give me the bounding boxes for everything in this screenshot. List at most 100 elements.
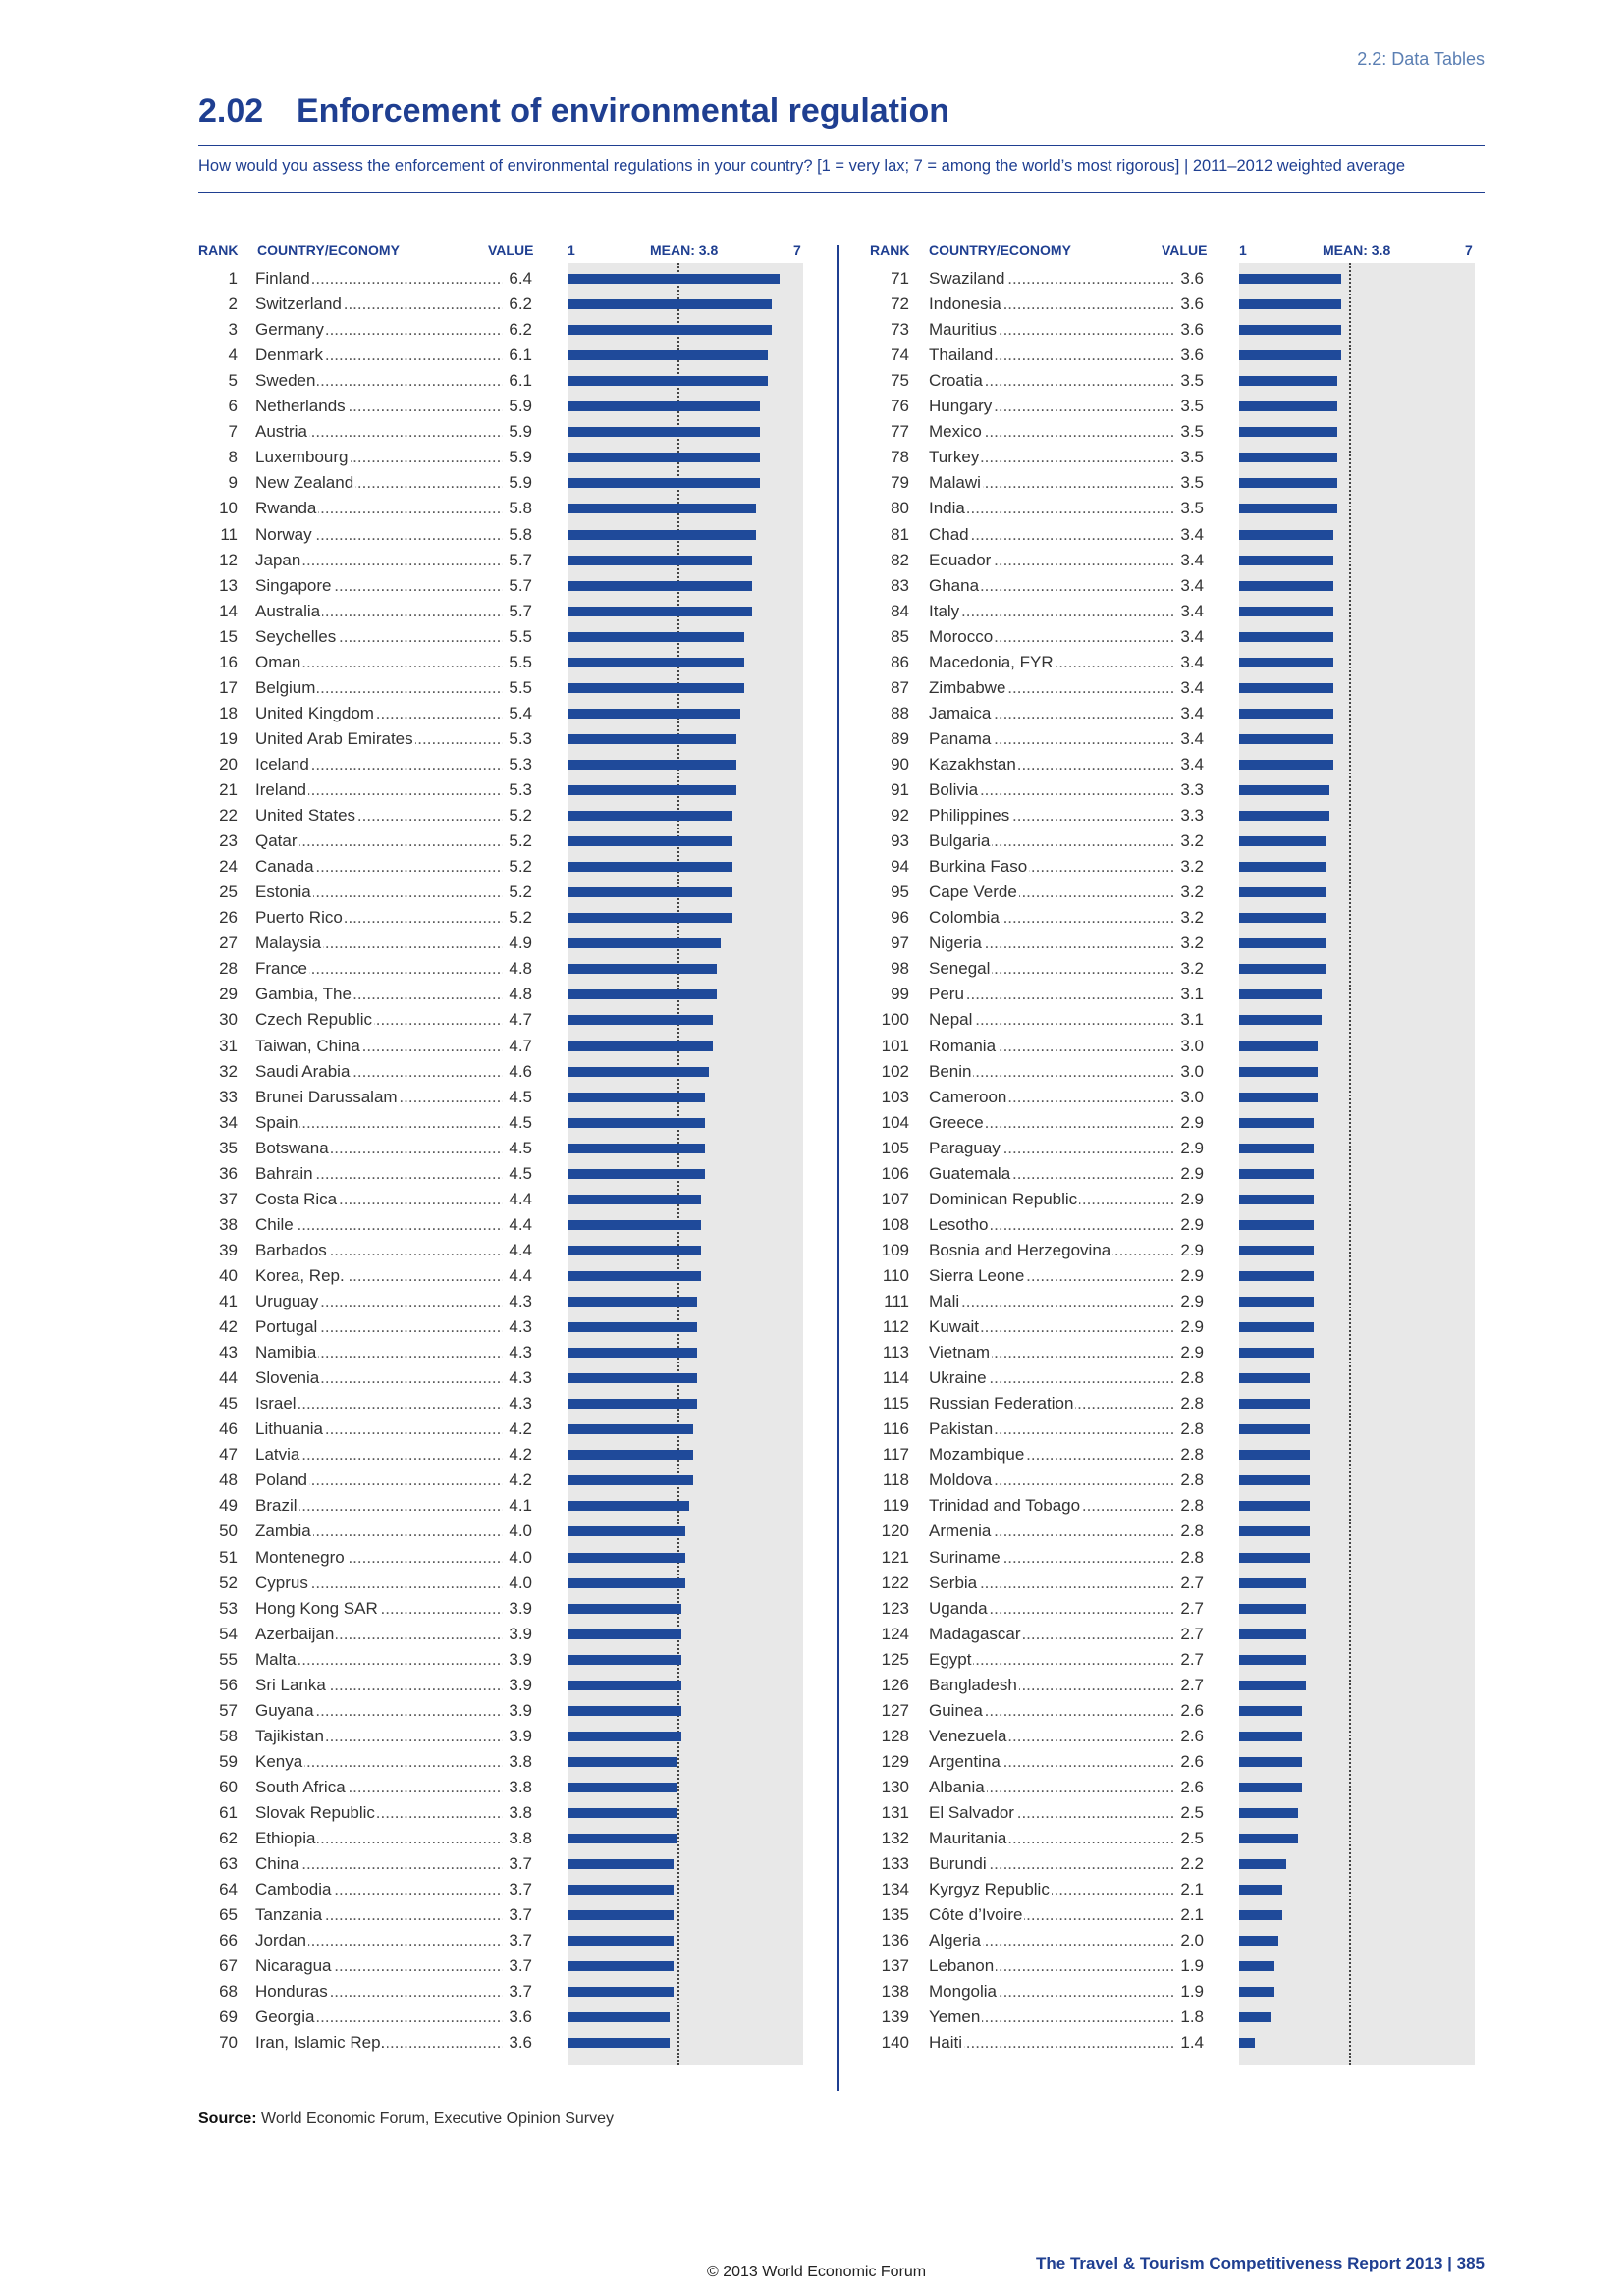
rank-cell: 79 (891, 473, 909, 493)
value-bar (1239, 1629, 1306, 1639)
rank-cell: 72 (891, 294, 909, 314)
leader-dots: ........................................… (255, 524, 505, 544)
value-bar (1239, 657, 1333, 667)
rank-cell: 45 (219, 1394, 238, 1414)
subtitle: How would you assess the enforcement of … (198, 157, 1406, 175)
value-cell: 5.7 (503, 550, 532, 570)
value-bar (1239, 1885, 1282, 1896)
value-cell: 2.6 (1174, 1777, 1204, 1797)
value-bar (568, 453, 760, 463)
country-name: Pakistan (929, 1419, 996, 1440)
rank-cell: 9 (228, 473, 238, 493)
country-name: Spain (255, 1112, 300, 1133)
rank-cell: 11 (220, 524, 238, 544)
value-bar (1239, 631, 1333, 642)
value-cell: 2.9 (1174, 1265, 1204, 1286)
value-bar (1239, 733, 1333, 744)
value-bar (1239, 1961, 1274, 1972)
rank-cell: 29 (219, 985, 238, 1004)
value-cell: 2.7 (1174, 1649, 1204, 1670)
rank-cell: 98 (891, 959, 909, 979)
value-bar (1239, 1399, 1310, 1410)
country-name: Uganda (929, 1598, 990, 1619)
country-name: Ghana (929, 575, 982, 596)
value-bar (1239, 606, 1333, 616)
country-name: Taiwan, China (255, 1036, 362, 1056)
value-cell: 5.3 (503, 780, 532, 800)
rank-cell: 129 (881, 1751, 909, 1771)
value-bar (1239, 811, 1329, 822)
value-bar (568, 1577, 685, 1588)
country-name: Suriname (929, 1547, 1002, 1568)
value-bar (568, 1859, 674, 1870)
rank-cell: 30 (219, 1010, 238, 1030)
value-bar (568, 1117, 705, 1128)
value-bar (1239, 1066, 1318, 1077)
country-name: Norway (255, 524, 314, 545)
rank-cell: 119 (882, 1496, 909, 1516)
country-name: Italy (929, 601, 962, 621)
value-bar (1239, 1194, 1314, 1204)
country-name: Colombia (929, 908, 1001, 929)
rank-cell: 25 (219, 882, 238, 902)
value-bar (568, 1219, 701, 1230)
leader-dots: ........................................… (929, 2033, 1176, 2053)
value-bar (1239, 1501, 1310, 1512)
rank-cell: 34 (219, 1112, 238, 1132)
leader-dots: ........................................… (255, 1700, 505, 1720)
rank-cell: 35 (219, 1138, 238, 1157)
country-name: Portugal (255, 1317, 320, 1338)
value-cell: 3.2 (1174, 882, 1204, 903)
value-bar (1239, 529, 1333, 540)
value-bar (1239, 1756, 1302, 1767)
value-bar (1239, 1373, 1310, 1384)
value-cell: 2.5 (1174, 1803, 1204, 1823)
value-bar (568, 478, 760, 489)
leader-dots: ........................................… (929, 1777, 1176, 1796)
value-bar (568, 1705, 681, 1716)
value-cell: 5.9 (503, 473, 532, 494)
value-bar (568, 1552, 685, 1563)
leader-dots: ........................................… (255, 1522, 505, 1541)
value-cell: 3.0 (1174, 1061, 1204, 1082)
country-name: Oman (255, 652, 303, 672)
value-bar (568, 1731, 681, 1741)
value-cell: 3.7 (503, 1931, 532, 1951)
leader-dots: ........................................… (255, 831, 505, 851)
value-cell: 1.8 (1174, 2007, 1204, 2028)
value-cell: 4.2 (503, 1445, 532, 1466)
rank-cell: 54 (219, 1624, 238, 1643)
leader-dots: ........................................… (255, 1931, 505, 1950)
value-cell: 5.3 (503, 728, 532, 749)
country-name: Sweden (255, 371, 318, 392)
value-cell: 2.7 (1174, 1675, 1204, 1695)
value-cell: 3.9 (503, 1649, 532, 1670)
rank-cell: 140 (881, 2033, 909, 2053)
header-scale-max-left: 7 (793, 242, 801, 258)
value-bar (568, 350, 768, 361)
value-bar (568, 1987, 674, 1998)
header-rank-left: RANK (198, 242, 239, 258)
country-name: Germany (255, 320, 326, 341)
country-name: France (255, 959, 309, 980)
rank-cell: 66 (219, 1931, 238, 1950)
rank-cell: 38 (219, 1214, 238, 1234)
rank-cell: 125 (881, 1649, 909, 1669)
rank-cell: 93 (891, 831, 909, 851)
value-cell: 4.3 (503, 1317, 532, 1338)
header-scale-min-left: 1 (568, 242, 575, 258)
value-bar (1239, 427, 1337, 438)
value-bar (1239, 1297, 1314, 1307)
value-bar (568, 1629, 681, 1639)
rank-cell: 3 (228, 320, 238, 340)
rank-cell: 99 (891, 985, 909, 1004)
rank-cell: 48 (219, 1470, 238, 1490)
rank-cell: 19 (219, 728, 238, 748)
leader-dots: ........................................… (929, 601, 1176, 620)
value-bar (1239, 1859, 1286, 1870)
country-name: Bangladesh (929, 1675, 1019, 1695)
value-cell: 5.2 (503, 882, 532, 903)
rank-cell: 109 (881, 1240, 909, 1259)
leader-dots: ........................................… (929, 1010, 1176, 1030)
leader-dots: ........................................… (929, 1598, 1176, 1618)
